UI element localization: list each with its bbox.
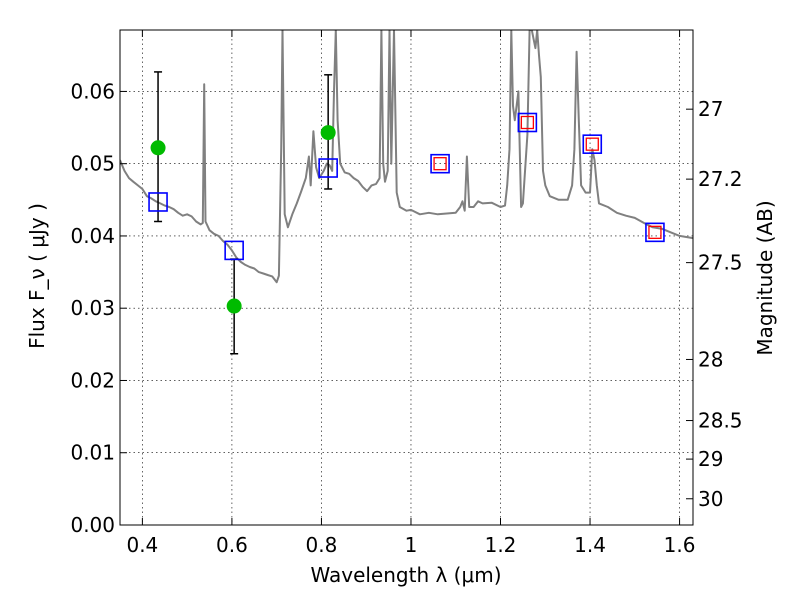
- model-flux-square: [318, 158, 338, 178]
- model-flux-square: [430, 153, 450, 174]
- model-flux-square-small: [433, 157, 447, 171]
- y-axis-label-left: Flux F_ν ( μJy ): [25, 203, 49, 349]
- y-axis-label-right: Magnitude (AB): [753, 200, 777, 355]
- y-right-tick-label: 28: [698, 347, 723, 371]
- y-tick-label: 0.00: [70, 513, 115, 537]
- model-flux-square-small: [648, 225, 662, 239]
- model-flux-square: [582, 134, 603, 154]
- y-tick-label: 0.05: [70, 152, 115, 176]
- y-right-tick-label: 27: [698, 97, 723, 121]
- y-axis-left: 0.00 0.01 0.02 0.03 0.04 0.05 0.06: [70, 79, 127, 537]
- sed-model-spectrum: [120, 30, 693, 284]
- y-tick-label: 0.03: [70, 296, 115, 320]
- y-tick-label: 0.01: [70, 441, 115, 465]
- model-flux-square: [224, 240, 244, 261]
- x-tick-label: 1: [405, 533, 418, 557]
- y-right-tick-label: 27.5: [698, 251, 743, 275]
- y-tick-label: 0.04: [70, 224, 115, 248]
- x-axis: 0.4 0.6 0.8 1 1.2 1.4 1.6: [126, 30, 695, 557]
- y-axis-right: 27 27.2 27.5 28 28.5 29 30: [686, 97, 743, 511]
- y-right-tick-label: 30: [698, 487, 723, 511]
- x-tick-label: 1.4: [574, 533, 606, 557]
- x-tick-label: 1.6: [664, 533, 696, 557]
- model-flux-square-small: [585, 137, 599, 151]
- plot-area: [120, 30, 693, 355]
- y-tick-label: 0.02: [70, 368, 115, 392]
- model-flux-square: [148, 192, 168, 212]
- x-tick-label: 0.8: [306, 533, 338, 557]
- grid-lines: [120, 30, 693, 526]
- observed-flux-point: [226, 298, 242, 314]
- x-tick-label: 0.4: [126, 533, 158, 557]
- y-right-tick-label: 28.5: [698, 409, 743, 433]
- y-right-tick-label: 27.2: [698, 167, 743, 191]
- y-right-tick-label: 29: [698, 447, 723, 471]
- model-flux-square-small: [520, 115, 535, 130]
- plot-frame: [119, 29, 694, 526]
- y-tick-label: 0.06: [70, 79, 115, 103]
- model-flux-square: [645, 222, 665, 243]
- model-flux-square: [517, 112, 538, 133]
- x-tick-label: 1.2: [485, 533, 517, 557]
- x-tick-label: 0.6: [216, 533, 248, 557]
- x-axis-label: Wavelength λ (μm): [310, 563, 501, 587]
- observed-flux-point: [150, 140, 166, 156]
- observed-flux-point: [320, 125, 336, 141]
